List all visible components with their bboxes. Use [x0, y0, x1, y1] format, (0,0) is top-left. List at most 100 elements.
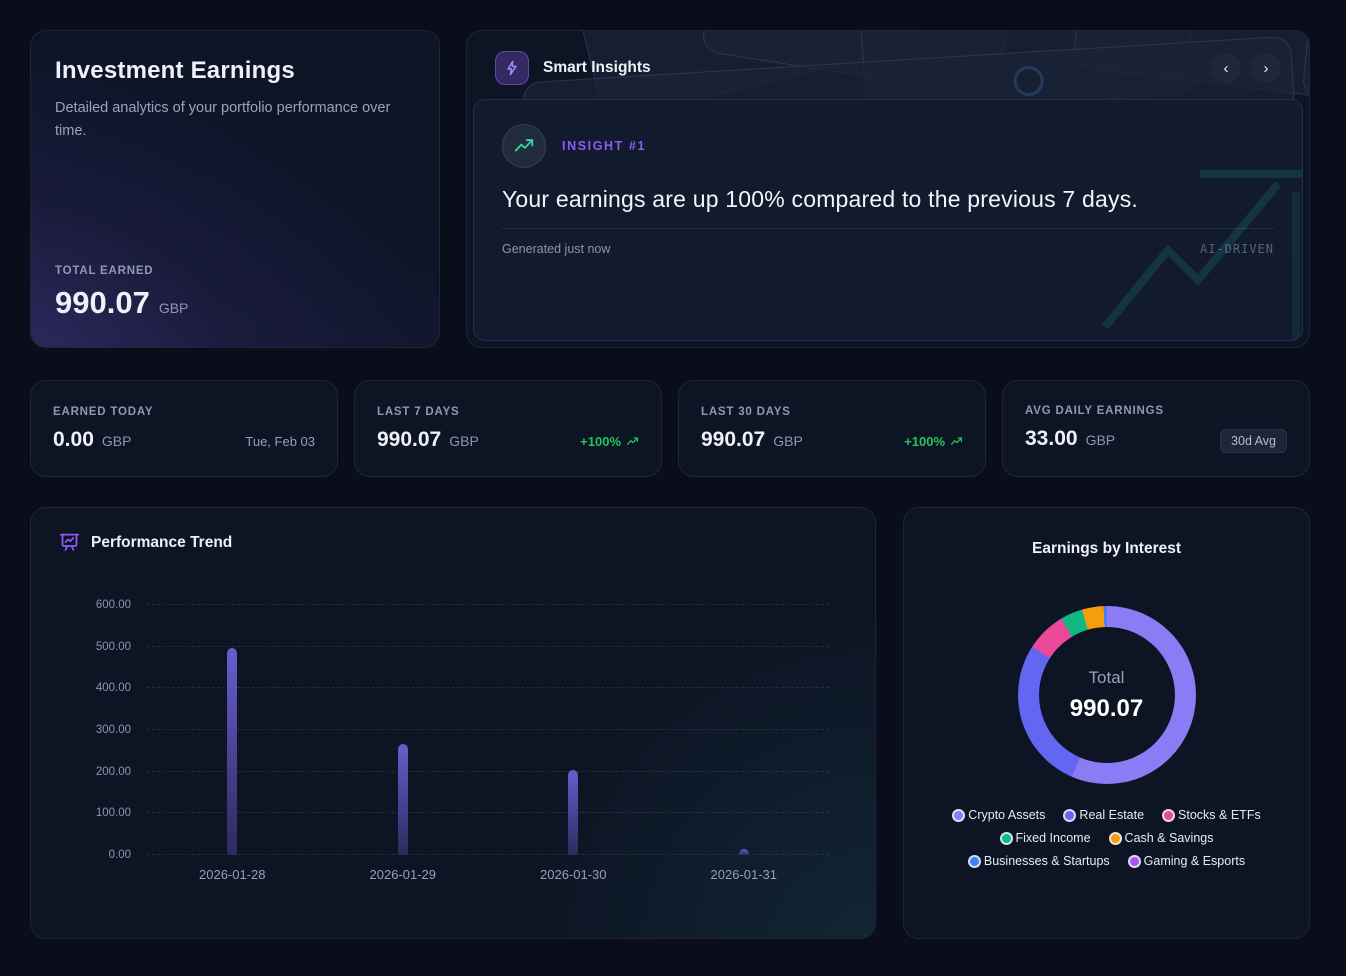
x-axis-tick-label: 2026-01-30: [540, 867, 607, 882]
stat-currency: GBP: [449, 432, 479, 449]
y-axis-tick-label: 0.00: [108, 849, 131, 861]
stat-value: 33.00: [1025, 426, 1078, 450]
insight-generated-timestamp: Generated just now: [502, 242, 611, 256]
legend-swatch: [1063, 808, 1077, 822]
spacer: [55, 143, 415, 265]
stat-currency: GBP: [773, 432, 803, 449]
legend-label: Gaming & Esports: [1143, 854, 1246, 868]
gridline: [147, 854, 829, 855]
legend-label: Real Estate: [1079, 808, 1145, 822]
trending-up-icon: [502, 124, 546, 168]
bar-2026-01-29[interactable]: [397, 744, 408, 855]
stat-label: LAST 30 DAYS: [701, 405, 791, 418]
donut-legend: Crypto Assets Real Estate Stocks & ETFs Fix…: [928, 808, 1285, 868]
donut-chart[interactable]: Total 990.07: [1017, 606, 1196, 784]
total-earned-label: TOTAL EARNED: [55, 265, 154, 277]
gridline: [147, 687, 829, 689]
insight-headline: Your earnings are up 100% compared to th…: [502, 186, 1138, 212]
top-row: Investment Earnings Detailed analytics o…: [30, 30, 1310, 348]
insight-footer: Generated just now AI-DRIVEN: [502, 242, 1274, 256]
gridline: [147, 645, 829, 647]
legend-item-stocks-etfs[interactable]: Stocks & ETFs: [1162, 808, 1261, 822]
legend-item-businesses-startups[interactable]: Businesses & Startups: [967, 854, 1110, 868]
legend-item-fixed-income[interactable]: Fixed Income: [999, 831, 1091, 845]
donut-total-label: Total: [1088, 667, 1125, 687]
stat-card-earned-today: EARNED TODAY 0.00 GBP Tue, Feb 03: [30, 380, 338, 477]
stat-currency: GBP: [1085, 431, 1116, 448]
stat-date: Tue, Feb 03: [245, 433, 315, 449]
y-axis-tick-label: 300.00: [95, 724, 131, 736]
gridline: [147, 812, 829, 814]
stat-currency: GBP: [101, 432, 132, 449]
stat-delta: +100%: [580, 434, 639, 449]
avg-period-badge: 30d Avg: [1220, 428, 1287, 453]
prev-insight-button[interactable]: ‹: [1211, 53, 1241, 83]
legend-label: Cash & Savings: [1124, 831, 1214, 845]
bar-chart-plot-area: 0.00 100.00 200.00 300.00 400.00 500.00 600.00…: [96, 599, 829, 882]
legend-swatch: [952, 808, 966, 822]
y-axis-tick-label: 100.00: [95, 807, 131, 820]
smart-insights-card: Smart Insights ‹ ›: [466, 30, 1310, 348]
legend-swatch: [1127, 854, 1141, 868]
bar-2026-01-28[interactable]: [227, 647, 238, 855]
smart-insights-header: Smart Insights ‹ ›: [473, 37, 1303, 99]
insight-badge-row: INSIGHT #1: [502, 124, 1274, 168]
y-axis-tick-label: 200.00: [95, 765, 131, 778]
legend-item-cash-savings[interactable]: Cash & Savings: [1108, 831, 1214, 845]
legend-swatch: [967, 854, 981, 868]
bar-2026-01-31[interactable]: [738, 849, 749, 855]
performance-trend-title: Performance Trend: [91, 533, 233, 551]
earnings-by-interest-title: Earnings by Interest: [1031, 540, 1181, 557]
page-description: Detailed analytics of your portfolio per…: [55, 100, 391, 140]
chevron-left-icon: ‹: [1223, 59, 1229, 77]
insight-navigation: ‹ ›: [1211, 53, 1281, 83]
ai-driven-watermark: AI-DRIVEN: [1199, 242, 1274, 256]
stat-value-row: 990.07 GBP +100%: [377, 428, 639, 452]
legend-item-crypto-assets[interactable]: Crypto Assets: [952, 808, 1045, 822]
legend-swatch: [999, 831, 1013, 845]
stat-value: 0.00: [53, 427, 94, 451]
y-axis-tick-label: 500.00: [95, 640, 131, 653]
delta-value: +100%: [904, 433, 945, 449]
charts-row: Performance Trend 0.00 100.00 200.00 300.00…: [30, 507, 1310, 939]
stat-card-last-30-days: LAST 30 DAYS 990.07 GBP +100%: [678, 380, 986, 477]
legend-label: Businesses & Startups: [983, 854, 1110, 868]
performance-trend-card: Performance Trend 0.00 100.00 200.00 300.00…: [30, 507, 876, 939]
legend-item-gaming-esports[interactable]: Gaming & Esports: [1127, 854, 1246, 868]
x-axis-tick-label: 2026-01-29: [369, 867, 437, 882]
trending-up-icon: [626, 436, 639, 445]
x-axis-tick-label: 2026-01-31: [710, 867, 778, 882]
legend-swatch: [1108, 831, 1122, 845]
y-axis-tick-label: 600.00: [95, 599, 131, 611]
next-insight-button[interactable]: ›: [1251, 53, 1281, 83]
presentation-chart-icon: [59, 533, 80, 551]
chevron-right-icon: ›: [1263, 59, 1269, 77]
stat-value-row: 0.00 GBP Tue, Feb 03: [53, 428, 315, 452]
x-axis-tick-label: 2026-01-28: [199, 867, 266, 882]
lightning-bolt-icon: [495, 51, 529, 85]
donut-total-value: 990.07: [1069, 694, 1144, 722]
legend-item-real-estate[interactable]: Real Estate: [1063, 808, 1144, 822]
insight-divider: [502, 228, 1274, 229]
donut-center: Total 990.07: [1018, 606, 1196, 784]
total-earned-currency: GBP: [158, 300, 189, 316]
total-earned-row: 990.07 GBP: [55, 285, 415, 321]
smart-insights-title: Smart Insights: [543, 59, 651, 76]
trending-up-icon: [950, 436, 963, 445]
performance-trend-header: Performance Trend: [59, 532, 847, 553]
investment-earnings-card: Investment Earnings Detailed analytics o…: [30, 30, 440, 348]
bar-2026-01-30[interactable]: [568, 770, 579, 855]
legend-label: Crypto Assets: [968, 808, 1046, 822]
stat-value: 990.07: [377, 427, 442, 451]
stat-card-last-7-days: LAST 7 DAYS 990.07 GBP +100%: [354, 380, 662, 477]
legend-swatch: [1162, 808, 1176, 822]
gridline: [147, 770, 829, 772]
stat-label: EARNED TODAY: [53, 405, 154, 418]
stat-delta: +100%: [904, 434, 963, 449]
y-axis-tick-label: 400.00: [95, 682, 131, 695]
stat-label: LAST 7 DAYS: [377, 405, 460, 418]
legend-label: Stocks & ETFs: [1178, 808, 1261, 822]
total-earned-value: 990.07: [55, 285, 150, 320]
stat-value-row: 33.00 GBP 30d Avg: [1025, 427, 1287, 453]
